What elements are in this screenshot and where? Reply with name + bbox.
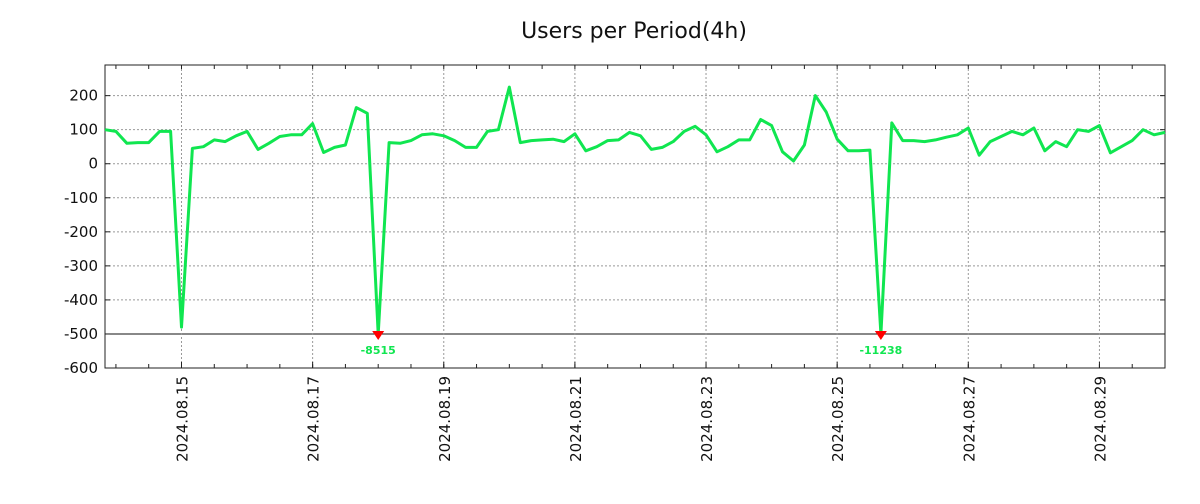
y-tick-label: -400 — [64, 291, 98, 309]
y-tick-label: -600 — [64, 359, 98, 377]
x-tick-label: 2024.08.29 — [1091, 376, 1109, 462]
x-tick-label: 2024.08.27 — [960, 376, 978, 462]
y-tick-label: -500 — [64, 325, 98, 343]
x-tick-label: 2024.08.21 — [567, 376, 585, 462]
clip-value-label: -8515 — [361, 344, 396, 357]
clip-marker-icon — [372, 331, 384, 340]
y-tick-label: -100 — [64, 189, 98, 207]
chart-title: Users per Period(4h) — [521, 19, 747, 44]
x-tick-label: 2024.08.19 — [436, 376, 454, 462]
x-tick-label: 2024.08.17 — [305, 376, 323, 462]
grid — [105, 65, 1165, 368]
x-tick-label: 2024.08.23 — [698, 376, 716, 462]
y-tick-label: -300 — [64, 257, 98, 275]
axes: 200 100 0 -100 -200 -300 -400 -500 -600 2024.08.1… — [64, 65, 1165, 462]
clip-marker-icon — [875, 331, 887, 340]
y-tick-label: -200 — [64, 223, 98, 241]
annotations: -8515 -11238 — [361, 331, 903, 357]
y-tick-label: 100 — [69, 121, 98, 139]
y-tick-label: 200 — [69, 87, 98, 105]
y-tick-label: 0 — [88, 155, 98, 173]
x-tick-label: 2024.08.15 — [173, 376, 191, 462]
series-line-users — [105, 87, 1165, 334]
series — [105, 87, 1165, 334]
plot-frame — [105, 65, 1165, 368]
clip-value-label: -11238 — [859, 344, 902, 357]
x-tick-label: 2024.08.25 — [829, 376, 847, 462]
